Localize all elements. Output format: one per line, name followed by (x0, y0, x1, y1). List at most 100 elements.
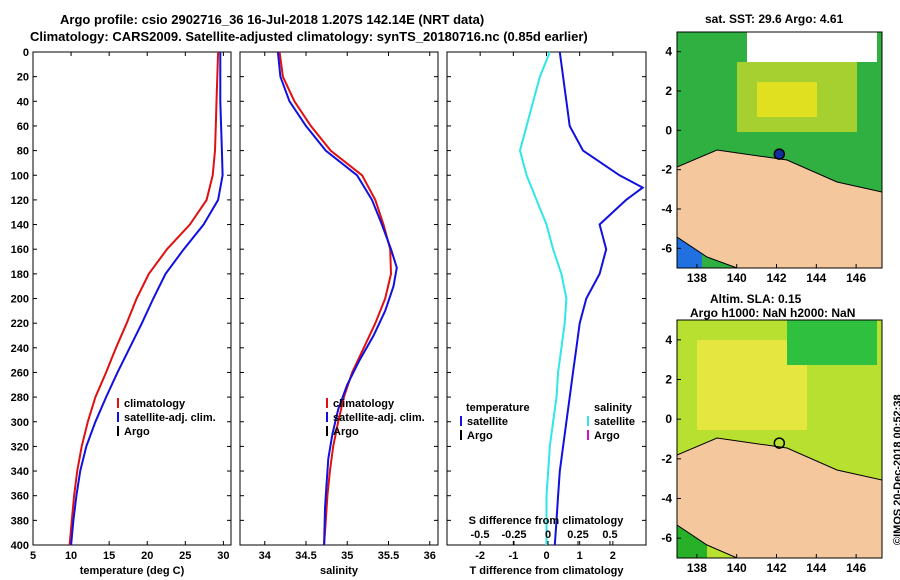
y-tick-label: 340 (11, 466, 29, 478)
series-line-climatology (68, 51, 220, 546)
map-x-tick-label: 142 (766, 271, 786, 285)
title-line-2: Climatology: CARS2009. Satellite-adjuste… (30, 29, 588, 44)
map-y-tick-label: -6 (661, 241, 672, 255)
x-tick-label: 5 (30, 550, 36, 562)
x-tick-label: 0 (543, 550, 549, 562)
map-y-tick-label: -6 (661, 531, 672, 545)
map-y-tick-label: -2 (661, 163, 672, 177)
map-x-tick-label: 138 (687, 271, 707, 285)
y-tick-label: 0 (23, 47, 29, 59)
sla-map-subtitle: Argo h1000: NaN h2000: NaN (690, 306, 856, 320)
x-tick-label: 35 (341, 550, 353, 562)
map-x-tick-label: 144 (806, 271, 826, 285)
series-line-climatology (278, 51, 393, 546)
x-tick-label: 10 (65, 550, 77, 562)
x-axis-label: temperature (deg C) (80, 565, 185, 577)
legend-label: satellite (594, 416, 635, 428)
y-tick-label: 400 (11, 540, 29, 552)
map-y-tick-label: -4 (661, 492, 672, 506)
plot-frame-temperature (32, 51, 232, 546)
legend-label: satellite (467, 416, 508, 428)
title-line-1: Argo profile: csio 2902716_36 16-Jul-201… (60, 12, 485, 27)
argo-position-marker (773, 437, 786, 449)
map-x-tick-label: 146 (846, 271, 866, 285)
map-y-tick-label: 4 (665, 45, 672, 59)
x-tick-label: 25 (179, 550, 191, 562)
x-tick-label: -2 (475, 550, 485, 562)
sla-map-frame (676, 319, 883, 559)
sst-cloud-gap (747, 32, 877, 62)
x-axis-label: T difference from climatology (469, 565, 624, 577)
y-tick-label: 20 (17, 72, 29, 84)
y-tick-label: 220 (11, 318, 29, 330)
secondary-tick-label: -0.25 (501, 529, 526, 541)
y-tick-label: 160 (11, 244, 29, 256)
map-y-tick-label: 2 (665, 373, 672, 387)
x-tick-label: 30 (217, 550, 229, 562)
y-tick-label: 100 (11, 170, 29, 182)
secondary-tick-label: -0.5 (471, 529, 490, 541)
series-line-satellite-adj--clim- (70, 52, 224, 546)
sst-map-title: sat. SST: 29.6 Argo: 4.61 (705, 12, 844, 26)
legend-label: Argo (467, 430, 493, 442)
y-tick-label: 260 (11, 367, 29, 379)
map-y-tick-label: 0 (665, 412, 672, 426)
y-tick-label: 120 (11, 195, 29, 207)
y-tick-label: 280 (11, 392, 29, 404)
y-tick-label: 200 (11, 294, 29, 306)
map-y-tick-label: 0 (665, 123, 672, 137)
map-x-tick-label: 144 (806, 561, 826, 575)
sla-map-layer (677, 320, 882, 558)
y-tick-label: 60 (17, 121, 29, 133)
series-line-satellite-adj--clim- (276, 51, 398, 546)
map-x-tick-label: 138 (687, 561, 707, 575)
y-tick-label: 320 (11, 441, 29, 453)
legend-label: satellite-adj. clim. (124, 412, 216, 424)
sla-low (787, 320, 877, 365)
secondary-tick-label: 0.5 (602, 529, 617, 541)
legend-label: climatology (333, 398, 395, 410)
y-tick-label: 380 (11, 515, 29, 527)
legend-title: salinity (594, 402, 633, 414)
plot-frame-salinity (239, 51, 439, 546)
map-x-tick-label: 142 (766, 561, 786, 575)
sst-warm-core (757, 82, 817, 117)
x-tick-label: 15 (103, 550, 115, 562)
legend-title: temperature (466, 402, 530, 414)
map-y-tick-label: -4 (661, 202, 672, 216)
land-new-guinea (677, 437, 882, 558)
map-x-tick-label: 140 (727, 561, 747, 575)
x-tick-label: 2 (610, 550, 616, 562)
sla-map: 138 140 142 144 146 4 2 0 -2 -4 -6 (661, 319, 883, 575)
x-tick-label: 1 (577, 550, 583, 562)
y-tick-label: 40 (17, 96, 29, 108)
legend-label: Argo (594, 430, 620, 442)
sst-map-layer (677, 32, 882, 268)
map-x-tick-label: 146 (846, 561, 866, 575)
x-axis-label: salinity (320, 565, 359, 577)
argo-position-marker (773, 148, 786, 160)
x-tick-label: 34.5 (295, 550, 316, 562)
secondary-tick-label: 0.25 (567, 529, 588, 541)
map-y-tick-label: -2 (661, 452, 672, 466)
x-tick-label: 36 (424, 550, 436, 562)
legend-label: satellite-adj. clim. (333, 412, 425, 424)
legend-label: climatology (124, 398, 186, 410)
land-new-guinea (677, 149, 882, 268)
map-y-tick-label: 4 (665, 333, 672, 347)
y-tick-label: 300 (11, 417, 29, 429)
x-tick-label: 34 (259, 550, 272, 562)
y-tick-label: 240 (11, 343, 29, 355)
y-tick-label: 360 (11, 491, 29, 503)
x-tick-label: 35.5 (378, 550, 399, 562)
plot-frame-difference-from-climatology (446, 51, 647, 546)
series-line-T-satellite (553, 51, 645, 546)
series-line-S-satellite (518, 51, 568, 545)
y-tick-label: 80 (17, 146, 29, 158)
legend-label: Argo (333, 426, 359, 438)
y-tick-label: 140 (11, 220, 29, 232)
map-x-tick-label: 140 (727, 271, 747, 285)
x-tick-label: 20 (141, 550, 153, 562)
legend-label: Argo (124, 426, 150, 438)
